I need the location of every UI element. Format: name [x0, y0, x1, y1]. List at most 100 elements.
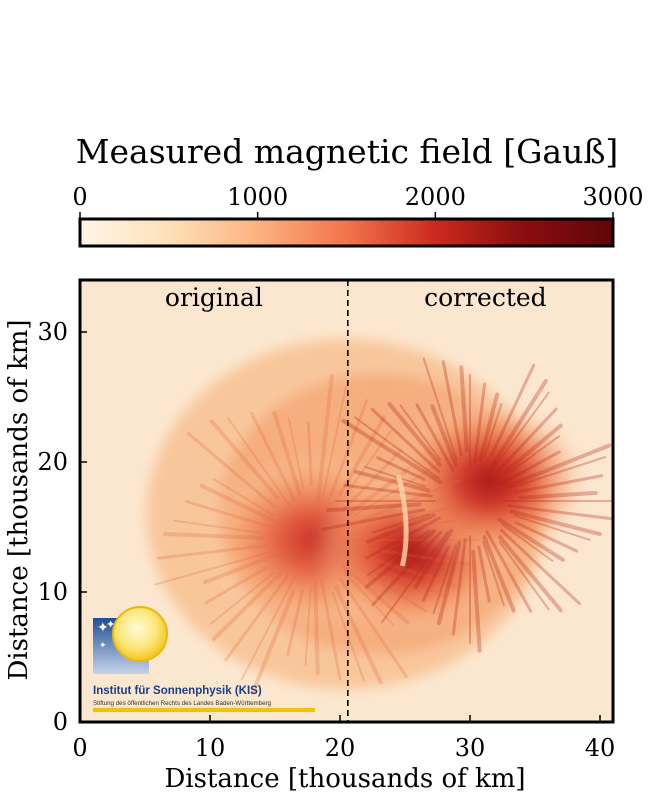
fibril: [286, 589, 304, 656]
fibril: [370, 407, 441, 474]
light-bridge: [396, 474, 409, 567]
fibril: [204, 566, 268, 605]
fibril: [343, 571, 395, 627]
heatmap-plot: original corrected ✦ ✦ ✦ Institut für So…: [37, 278, 615, 762]
fibril: [366, 503, 461, 530]
fibril: [507, 504, 613, 521]
fibril: [354, 453, 456, 517]
plot-frame: [78, 278, 615, 724]
fibril: [360, 559, 445, 598]
fibril: [518, 490, 598, 500]
fibril: [441, 360, 463, 457]
colorbar-tick-label: 1000: [227, 183, 288, 211]
logo-sun: [112, 606, 168, 662]
x-axis-label: Distance [thousands of km]: [164, 764, 525, 794]
fibril: [173, 519, 260, 534]
fibril: [341, 418, 443, 485]
star-icon: ✦: [106, 619, 115, 631]
fibril: [413, 528, 454, 590]
fibril: [422, 357, 458, 462]
y-axis-label: Distance [thousands of km]: [4, 319, 34, 680]
kis-logo: ✦ ✦ ✦ Institut für Sonnenphysik (KIS) St…: [93, 606, 315, 712]
fibril: [211, 571, 282, 642]
fibril: [250, 589, 296, 696]
fibril: [360, 478, 461, 522]
colorbar-tick-label: 2000: [405, 183, 466, 211]
fibril: [341, 564, 410, 625]
fibril: [321, 385, 347, 498]
fibril: [504, 423, 563, 473]
fibril: [156, 544, 268, 560]
fibril: [306, 421, 313, 486]
star-icon: ✦: [97, 619, 109, 635]
fibril: [510, 435, 560, 473]
fibril: [421, 545, 450, 603]
fibril: [345, 430, 392, 496]
y-axis-ticks: 0 10 20 30: [37, 318, 87, 736]
fibril: [331, 591, 365, 682]
fibril: [483, 402, 503, 458]
fibril: [365, 513, 436, 544]
fibril: [509, 456, 607, 489]
fibril: [497, 517, 565, 562]
fibril: [509, 509, 602, 537]
x-tick-label: 20: [325, 734, 356, 762]
y-tick-label: 10: [37, 578, 68, 606]
fibril: [478, 392, 500, 462]
fibril: [514, 474, 604, 494]
fibril: [504, 443, 612, 489]
logo-bar: [93, 708, 315, 712]
fibril: [499, 528, 581, 606]
fibril: [355, 545, 471, 566]
fibril: [436, 540, 462, 626]
logo-name: Institut für Sonnenphysik (KIS): [93, 685, 262, 697]
fibril: [359, 568, 428, 613]
fibril: [499, 450, 561, 486]
colorbar-title: Measured magnetic field [Gauß]: [76, 132, 619, 171]
x-tick-label: 30: [455, 734, 486, 762]
fibril: [380, 531, 449, 624]
fibril: [430, 404, 458, 467]
fibril: [343, 483, 433, 498]
fibril: [485, 530, 533, 613]
fibril: [353, 469, 431, 493]
fibril: [329, 399, 369, 497]
fibril: [497, 407, 558, 472]
fibril: [354, 416, 440, 480]
fibril: [482, 540, 505, 607]
x-tick-label: 0: [72, 734, 87, 762]
fibril: [365, 516, 441, 560]
fibril: [459, 365, 469, 453]
fibril: [357, 552, 458, 588]
colorbar: [78, 217, 615, 248]
fibril: [250, 412, 297, 503]
fibril: [202, 552, 279, 585]
fibril: [513, 514, 591, 541]
fibril: [186, 431, 276, 508]
fibril: [387, 402, 442, 467]
fibril: [319, 577, 342, 681]
panel-label-corrected: corrected: [424, 283, 547, 312]
fibril: [498, 535, 563, 613]
fibril: [371, 530, 443, 607]
fibril: [432, 544, 457, 615]
star-icon: ✦: [99, 640, 107, 650]
fibril: [376, 456, 426, 481]
fibril: [287, 416, 305, 491]
fibril: [240, 574, 297, 681]
fibril: [364, 529, 436, 589]
fibril: [340, 448, 403, 513]
fibril: [154, 550, 273, 586]
fibril: [339, 578, 408, 679]
logo-subtitle: Stiftung des öffentlichen Rechts des Lan…: [93, 700, 272, 707]
fibril: [316, 373, 334, 503]
fibril: [500, 522, 554, 562]
fibril: [371, 513, 431, 534]
fibril: [367, 529, 430, 577]
fibril: [451, 538, 467, 636]
fibril: [313, 581, 320, 675]
panel-label-original: original: [165, 283, 263, 312]
fibril: [415, 403, 455, 472]
fibril: [477, 545, 491, 603]
